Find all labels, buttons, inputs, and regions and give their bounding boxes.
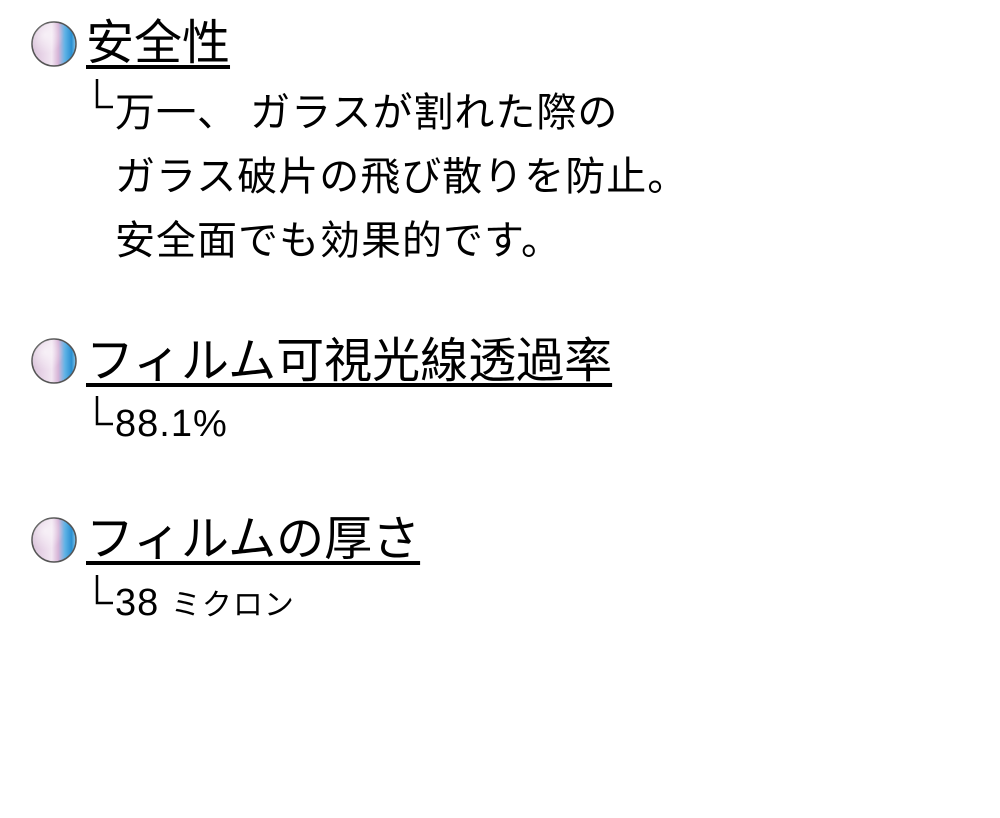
body-line: ガラス破片の飛び散りを防止。 bbox=[115, 145, 970, 209]
section-body: 38 ミクロン bbox=[115, 577, 970, 630]
section-safety: 安全性 万一、 ガラスが割れた際の ガラス破片の飛び散りを防止。 安全面でも効果… bbox=[30, 15, 970, 273]
section-header-row: フィルム可視光線透過率 bbox=[30, 333, 970, 391]
section-transmittance: フィルム可視光線透過率 88.1% bbox=[30, 333, 970, 452]
value-unit: ミクロン bbox=[171, 589, 295, 622]
section-thickness: フィルムの厚さ 38 ミクロン bbox=[30, 511, 970, 630]
corner-bracket-icon bbox=[93, 573, 115, 609]
gradient-sphere-icon bbox=[30, 337, 78, 385]
body-value: 88.1% bbox=[115, 398, 970, 451]
section-header-row: 安全性 bbox=[30, 15, 970, 73]
section-body: 88.1% bbox=[115, 398, 970, 451]
value-number: 38 bbox=[115, 582, 171, 624]
section-heading: フィルム可視光線透過率 bbox=[86, 333, 612, 391]
section-body: 万一、 ガラスが割れた際の ガラス破片の飛び散りを防止。 安全面でも効果的です。 bbox=[115, 81, 970, 273]
corner-bracket-icon bbox=[93, 394, 115, 430]
gradient-sphere-icon bbox=[30, 20, 78, 68]
body-line: 安全面でも効果的です。 bbox=[115, 209, 970, 273]
section-heading: フィルムの厚さ bbox=[86, 511, 420, 569]
section-header-row: フィルムの厚さ bbox=[30, 511, 970, 569]
body-value: 38 ミクロン bbox=[115, 577, 970, 630]
gradient-sphere-icon bbox=[30, 516, 78, 564]
corner-bracket-icon bbox=[93, 77, 115, 113]
body-line: 万一、 ガラスが割れた際の bbox=[115, 81, 970, 145]
section-heading: 安全性 bbox=[86, 15, 230, 73]
